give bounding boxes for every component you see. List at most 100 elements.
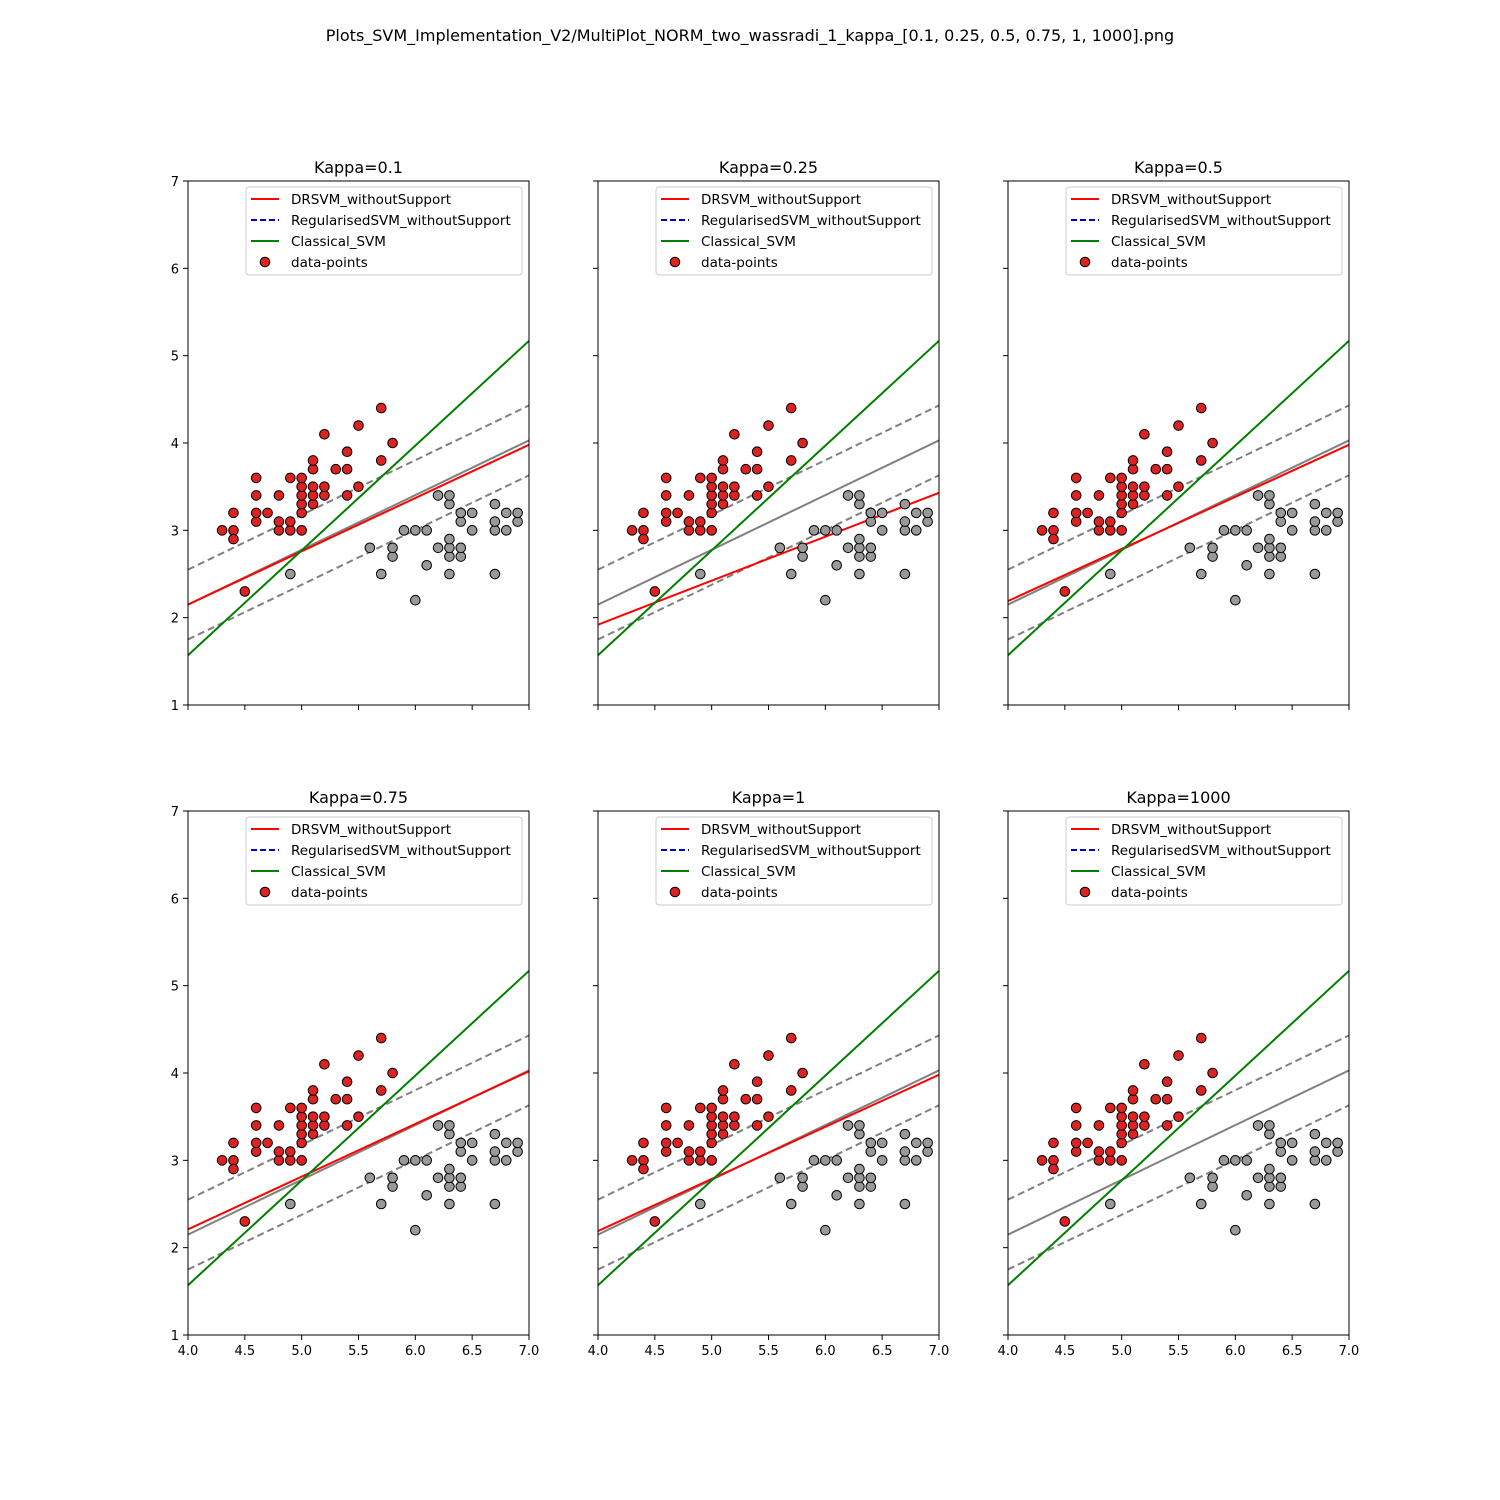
data-point-negative bbox=[1105, 1198, 1116, 1210]
data-point-negative bbox=[899, 1146, 911, 1157]
data-point-positive bbox=[1105, 1102, 1116, 1114]
data-point-negative bbox=[444, 1172, 455, 1184]
x-tick-label: 5.5 bbox=[348, 1344, 369, 1359]
data-point-negative bbox=[410, 1155, 421, 1166]
legend-drsvm-label: DRSVM_withoutSupport bbox=[291, 192, 451, 208]
data-point-negative bbox=[785, 568, 797, 580]
data-point-positive bbox=[706, 1120, 717, 1131]
classical-svm-line bbox=[1008, 970, 1349, 1286]
data-point-positive bbox=[228, 1155, 239, 1166]
data-point-negative bbox=[455, 1137, 467, 1149]
data-point-positive bbox=[285, 472, 296, 484]
classical-svm-line bbox=[1008, 340, 1349, 656]
data-point-positive bbox=[228, 533, 239, 545]
data-point-positive bbox=[729, 1111, 740, 1122]
data-point-negative bbox=[1332, 1146, 1343, 1157]
y-tick-label: 6 bbox=[171, 892, 179, 907]
data-point-positive bbox=[1116, 525, 1127, 536]
data-point-negative bbox=[1264, 498, 1275, 510]
data-point-positive bbox=[296, 1155, 307, 1166]
legend-drsvm-label: DRSVM_withoutSupport bbox=[701, 822, 861, 838]
data-point-negative bbox=[820, 594, 831, 606]
data-point-negative bbox=[1264, 1120, 1275, 1131]
legend-regularised-svm-label: RegularisedSVM_withoutSupport bbox=[701, 843, 921, 859]
y-tick-label: 4 bbox=[171, 437, 179, 452]
drsvm-line bbox=[1008, 443, 1349, 602]
data-point-positive bbox=[353, 1111, 364, 1122]
data-point-negative bbox=[910, 1137, 922, 1149]
data-point-positive bbox=[1070, 1102, 1082, 1114]
data-point-positive bbox=[1127, 498, 1139, 510]
data-point-positive bbox=[262, 1137, 273, 1149]
data-point-positive bbox=[683, 1120, 695, 1131]
data-point-negative bbox=[444, 490, 455, 501]
data-point-positive bbox=[262, 507, 273, 519]
subplot-title: Kappa=1 bbox=[732, 788, 806, 807]
data-point-positive bbox=[296, 1128, 307, 1140]
y-tick-label: 2 bbox=[171, 612, 179, 627]
data-point-positive bbox=[1093, 1120, 1105, 1131]
data-point-positive bbox=[1127, 1111, 1139, 1122]
data-point-positive bbox=[375, 1085, 387, 1096]
data-point-negative bbox=[695, 568, 706, 580]
data-point-negative bbox=[865, 507, 877, 519]
data-point-negative bbox=[455, 1146, 467, 1157]
data-point-positive bbox=[273, 1120, 285, 1131]
data-point-negative bbox=[489, 525, 501, 536]
data-point-negative bbox=[1195, 1198, 1207, 1210]
data-point-positive bbox=[296, 481, 307, 492]
data-point-positive bbox=[751, 446, 763, 458]
data-point-negative bbox=[922, 1146, 933, 1157]
data-point-negative bbox=[854, 1172, 865, 1184]
data-point-negative bbox=[444, 1198, 455, 1210]
legend-drsvm-label: DRSVM_withoutSupport bbox=[291, 822, 451, 838]
x-tick-label: 5.5 bbox=[758, 1344, 779, 1359]
data-point-negative bbox=[1309, 1155, 1321, 1166]
data-point-positive bbox=[706, 1111, 717, 1122]
drsvm-line bbox=[188, 1070, 529, 1231]
data-point-positive bbox=[319, 428, 330, 440]
data-point-positive bbox=[638, 525, 649, 536]
legend-classical-svm-label: Classical_SVM bbox=[701, 234, 796, 250]
data-point-negative bbox=[1230, 1155, 1241, 1166]
data-point-negative bbox=[432, 490, 444, 501]
legend: DRSVM_withoutSupport RegularisedSVM_witho… bbox=[655, 186, 933, 276]
y-tick-label: 5 bbox=[171, 350, 179, 365]
data-point-negative bbox=[1207, 1181, 1218, 1192]
data-point-positive bbox=[319, 1058, 330, 1070]
data-point-positive bbox=[729, 490, 740, 501]
data-point-negative bbox=[1184, 542, 1196, 554]
data-point-positive bbox=[1070, 516, 1082, 527]
data-point-positive bbox=[296, 472, 307, 484]
svm-boundary-line bbox=[1008, 1069, 1349, 1236]
data-point-negative bbox=[455, 507, 467, 519]
y-tick-label: 4 bbox=[171, 1067, 179, 1082]
data-point-positive bbox=[1048, 1155, 1059, 1166]
data-point-negative bbox=[512, 516, 523, 527]
subplot-title: Kappa=0.25 bbox=[719, 158, 818, 177]
data-point-negative bbox=[489, 568, 501, 580]
data-point-negative bbox=[500, 1155, 512, 1166]
data-point-negative bbox=[512, 1146, 523, 1157]
data-point-negative bbox=[1195, 568, 1207, 580]
data-point-negative bbox=[695, 1198, 706, 1210]
data-point-negative bbox=[455, 551, 467, 562]
data-point-positive bbox=[1036, 1155, 1048, 1166]
data-point-negative bbox=[1275, 1181, 1287, 1192]
data-point-negative bbox=[387, 551, 398, 562]
legend: DRSVM_withoutSupport RegularisedSVM_witho… bbox=[245, 816, 523, 906]
legend-classical-svm-label: Classical_SVM bbox=[291, 234, 386, 250]
x-tick-label: 5.0 bbox=[701, 1344, 722, 1359]
data-point-positive bbox=[706, 1102, 717, 1114]
data-point-positive bbox=[1116, 490, 1127, 501]
data-point-positive bbox=[1127, 463, 1139, 475]
legend-data-points-label: data-points bbox=[291, 255, 368, 271]
data-point-positive bbox=[387, 1067, 398, 1079]
data-point-negative bbox=[854, 498, 865, 510]
data-point-negative bbox=[466, 1137, 478, 1149]
data-point-negative bbox=[899, 1128, 911, 1140]
legend-box bbox=[655, 186, 933, 276]
data-point-negative bbox=[1320, 1155, 1332, 1166]
subplot-title: Kappa=1000 bbox=[1126, 788, 1230, 807]
data-point-positive bbox=[1036, 525, 1048, 536]
